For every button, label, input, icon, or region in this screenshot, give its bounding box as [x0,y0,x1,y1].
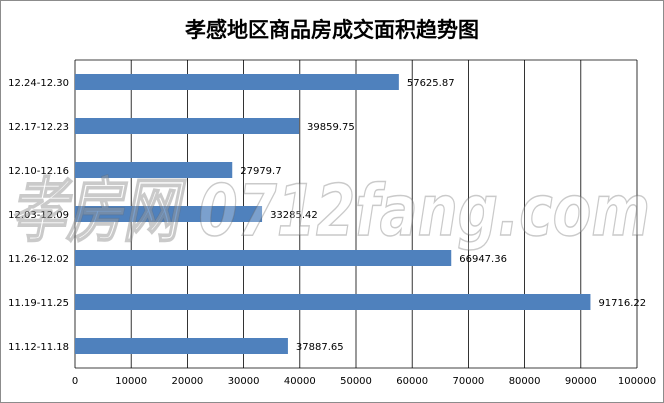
x-axis-ticks: 0 10000 20000 30000 40000 50000 60000 70000 8000… [72,376,656,387]
grid-lines [74,59,638,369]
x-tick-label: 30000 [228,376,260,387]
data-labels: 57625.87 39859.75 27979.7 33285.42 66947.36 9… [240,78,646,353]
category-label: 12.24-12.30 [8,78,69,89]
x-tick-label: 40000 [284,376,316,387]
category-labels: 12.24-12.30 12.17-12.23 12.10-12.16 12.03-1… [8,78,69,353]
data-label: 66947.36 [459,254,507,265]
data-label: 27979.7 [240,166,281,177]
x-tick-label: 100000 [618,376,656,387]
data-label: 91716.22 [598,298,646,309]
chart-title: 孝感地区商品房成交面积趋势图 [185,18,479,42]
x-tick-label: 60000 [396,376,428,387]
bar [75,250,452,266]
bar-series [75,74,591,354]
data-label: 33285.42 [270,210,318,221]
category-label: 12.17-12.23 [8,122,69,133]
x-tick-label: 50000 [340,376,372,387]
category-label: 11.19-11.25 [8,298,69,309]
bar [75,118,300,134]
data-label: 57625.87 [407,78,455,89]
bar [75,162,233,178]
bar [75,206,263,222]
bar [75,74,399,90]
category-label: 11.26-12.02 [8,254,69,265]
category-label: 12.03-12.09 [8,210,69,221]
bar [75,338,288,354]
x-tick-label: 80000 [509,376,541,387]
data-label: 37887.65 [296,342,344,353]
x-tick-label: 90000 [565,376,597,387]
x-tick-label: 0 [72,376,78,387]
x-tick-label: 70000 [452,376,484,387]
x-tick-label: 20000 [171,376,203,387]
category-label: 12.10-12.16 [8,166,69,177]
data-label: 39859.75 [307,122,355,133]
x-tick-label: 10000 [115,376,147,387]
category-label: 11.12-11.18 [8,342,69,353]
bar [75,294,591,310]
